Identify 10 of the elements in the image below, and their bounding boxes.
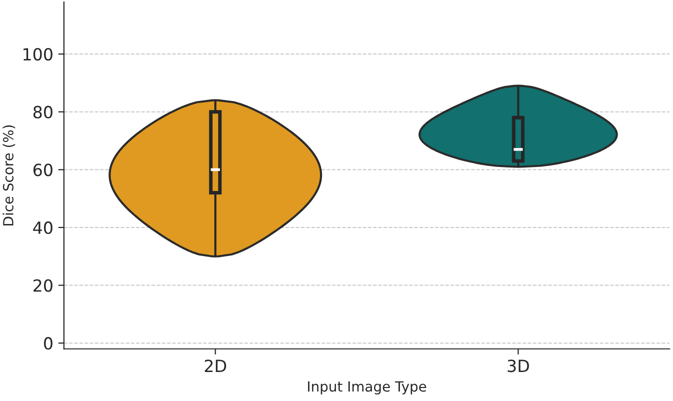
y-tick-label: 80 xyxy=(33,106,52,118)
y-tick-label: 100 xyxy=(24,48,52,61)
x-axis-title: Input Image Type xyxy=(308,381,426,394)
y-axis-title: Dice Score (%) xyxy=(2,125,16,226)
x-tick-label: 2D xyxy=(204,360,226,372)
y-tick-label: 40 xyxy=(33,221,52,234)
y-tick-label: 0 xyxy=(44,337,52,350)
y-tick-label: 20 xyxy=(34,279,52,292)
x-tick-label: 3D xyxy=(508,360,529,372)
y-tick-label: 60 xyxy=(33,164,52,176)
